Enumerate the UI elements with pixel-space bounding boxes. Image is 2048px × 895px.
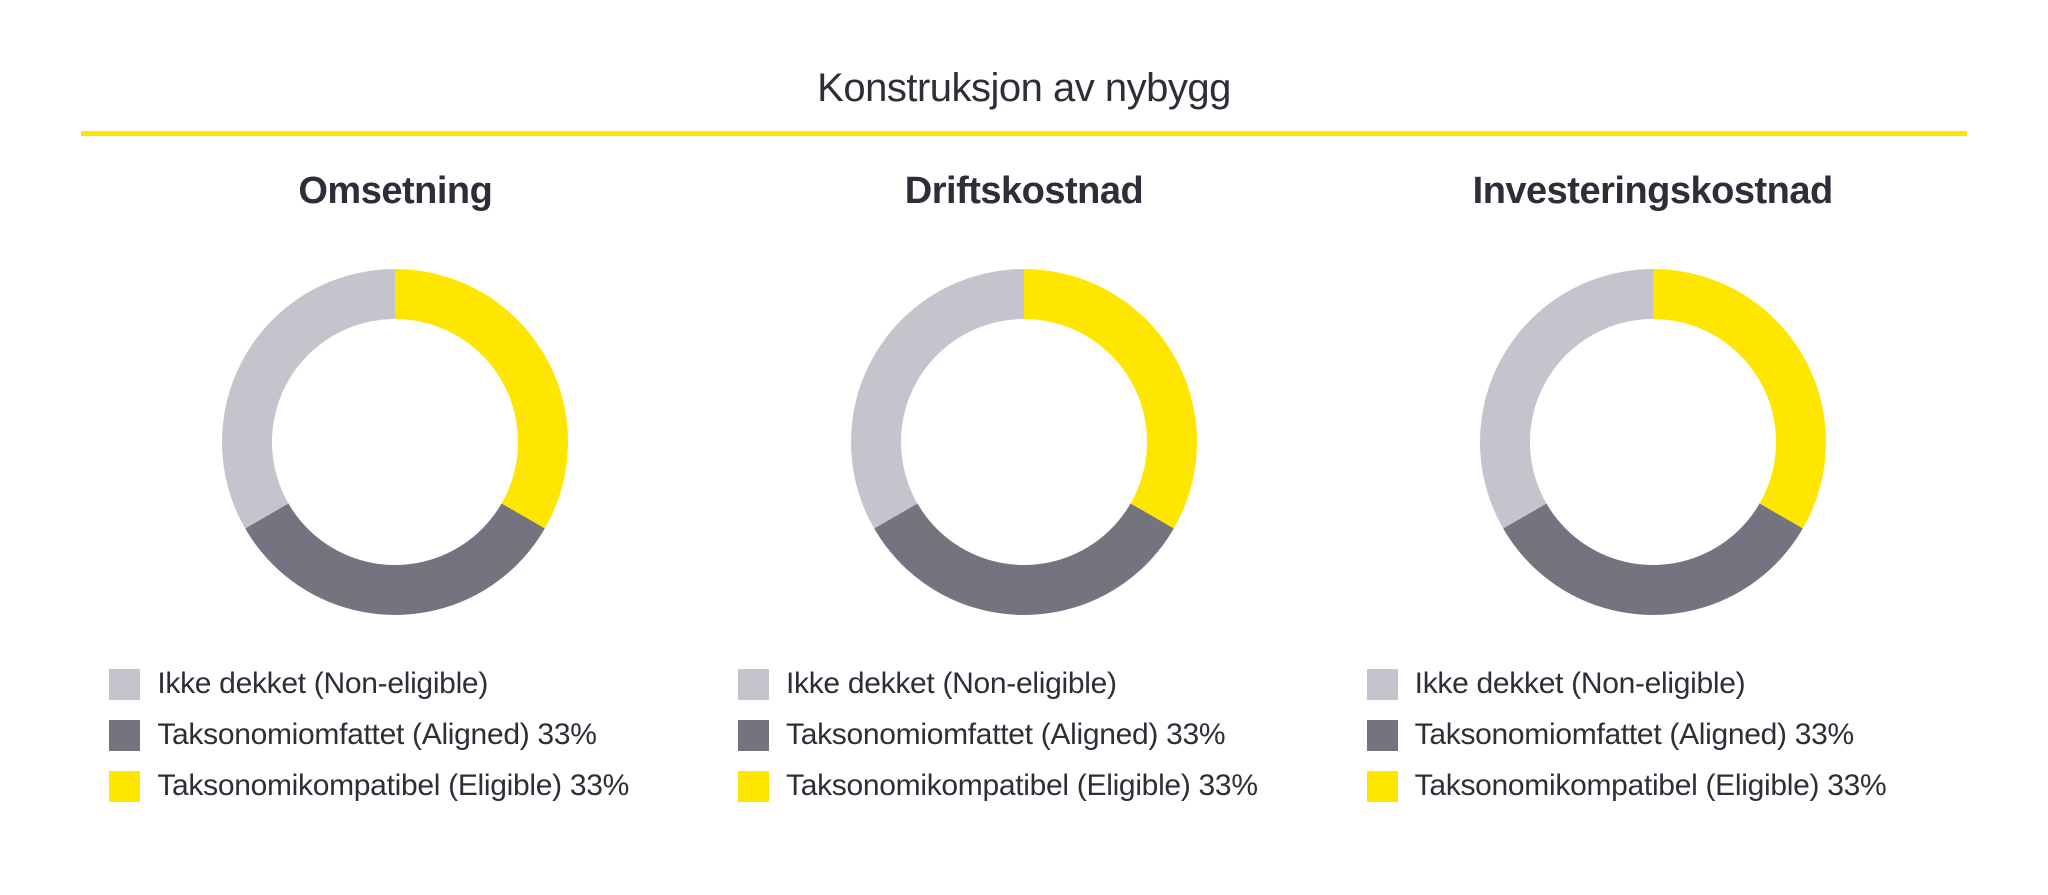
donut-chart <box>851 269 1197 615</box>
legend-label: Taksonomiomfattet (Aligned) 33% <box>157 718 597 751</box>
legend-label: Ikke dekket (Non-eligible) <box>786 667 1117 700</box>
legend-item: Ikke dekket (Non-eligible) <box>109 667 681 701</box>
legend-label: Taksonomikompatibel (Eligible) 33% <box>1414 769 1887 802</box>
legend-label: Ikke dekket (Non-eligible) <box>157 667 489 700</box>
legend: Ikke dekket (Non-eligible) Taksonomiomfa… <box>1366 667 1939 820</box>
legend-label: Taksonomiomfattet (Aligned) 33% <box>786 718 1226 751</box>
legend-swatch-non-eligible <box>1366 668 1398 700</box>
legend-swatch-aligned <box>738 719 769 751</box>
donut-chart <box>1479 269 1826 615</box>
legend-item: Ikke dekket (Non-eligible) <box>1366 667 1939 701</box>
legend-label: Taksonomiomfattet (Aligned) 33% <box>1414 718 1855 751</box>
legend-swatch-non-eligible <box>738 668 769 700</box>
accent-divider-line <box>81 131 1967 136</box>
chart-title: Omsetning <box>298 170 493 212</box>
legend-label: Ikke dekket (Non-eligible) <box>1414 667 1746 700</box>
legend-label: Taksonomikompatibel (Eligible) 33% <box>157 769 630 802</box>
chart-column-investeringskostnad: Investeringskostnad Ikke dekket (Non-eli… <box>1338 170 1967 820</box>
legend-swatch-eligible <box>738 770 769 802</box>
legend-item: Taksonomiomfattet (Aligned) 33% <box>109 718 681 752</box>
legend-swatch-aligned <box>1366 719 1398 751</box>
legend-item: Taksonomikompatibel (Eligible) 33% <box>738 769 1310 803</box>
legend-swatch-non-eligible <box>109 668 141 700</box>
legend-item: Taksonomikompatibel (Eligible) 33% <box>109 769 681 803</box>
legend: Ikke dekket (Non-eligible) Taksonomiomfa… <box>738 667 1310 820</box>
page-title: Konstruksjon av nybygg <box>817 66 1231 110</box>
legend-swatch-eligible <box>109 770 141 802</box>
chart-column-driftskostnad: Driftskostnad Ikke dekket (Non-eligible)… <box>710 170 1339 820</box>
donut-hole <box>1529 319 1776 565</box>
donut-hole <box>272 319 519 565</box>
legend: Ikke dekket (Non-eligible) Taksonomiomfa… <box>109 667 681 820</box>
chart-title: Investeringskostnad <box>1472 170 1834 212</box>
legend-item: Taksonomiomfattet (Aligned) 33% <box>738 718 1310 752</box>
donut-hole <box>901 319 1147 565</box>
legend-swatch-eligible <box>1366 770 1398 802</box>
legend-label: Taksonomikompatibel (Eligible) 33% <box>786 769 1258 802</box>
chart-column-omsetning: Omsetning Ikke dekket (Non-eligible) Tak… <box>81 170 710 820</box>
legend-item: Ikke dekket (Non-eligible) <box>738 667 1310 701</box>
legend-swatch-aligned <box>109 719 141 751</box>
legend-item: Taksonomiomfattet (Aligned) 33% <box>1366 718 1939 752</box>
donut-chart <box>222 269 569 615</box>
legend-item: Taksonomikompatibel (Eligible) 33% <box>1366 769 1939 803</box>
chart-title: Driftskostnad <box>904 170 1144 212</box>
chart-columns: Omsetning Ikke dekket (Non-eligible) Tak… <box>81 170 1967 820</box>
